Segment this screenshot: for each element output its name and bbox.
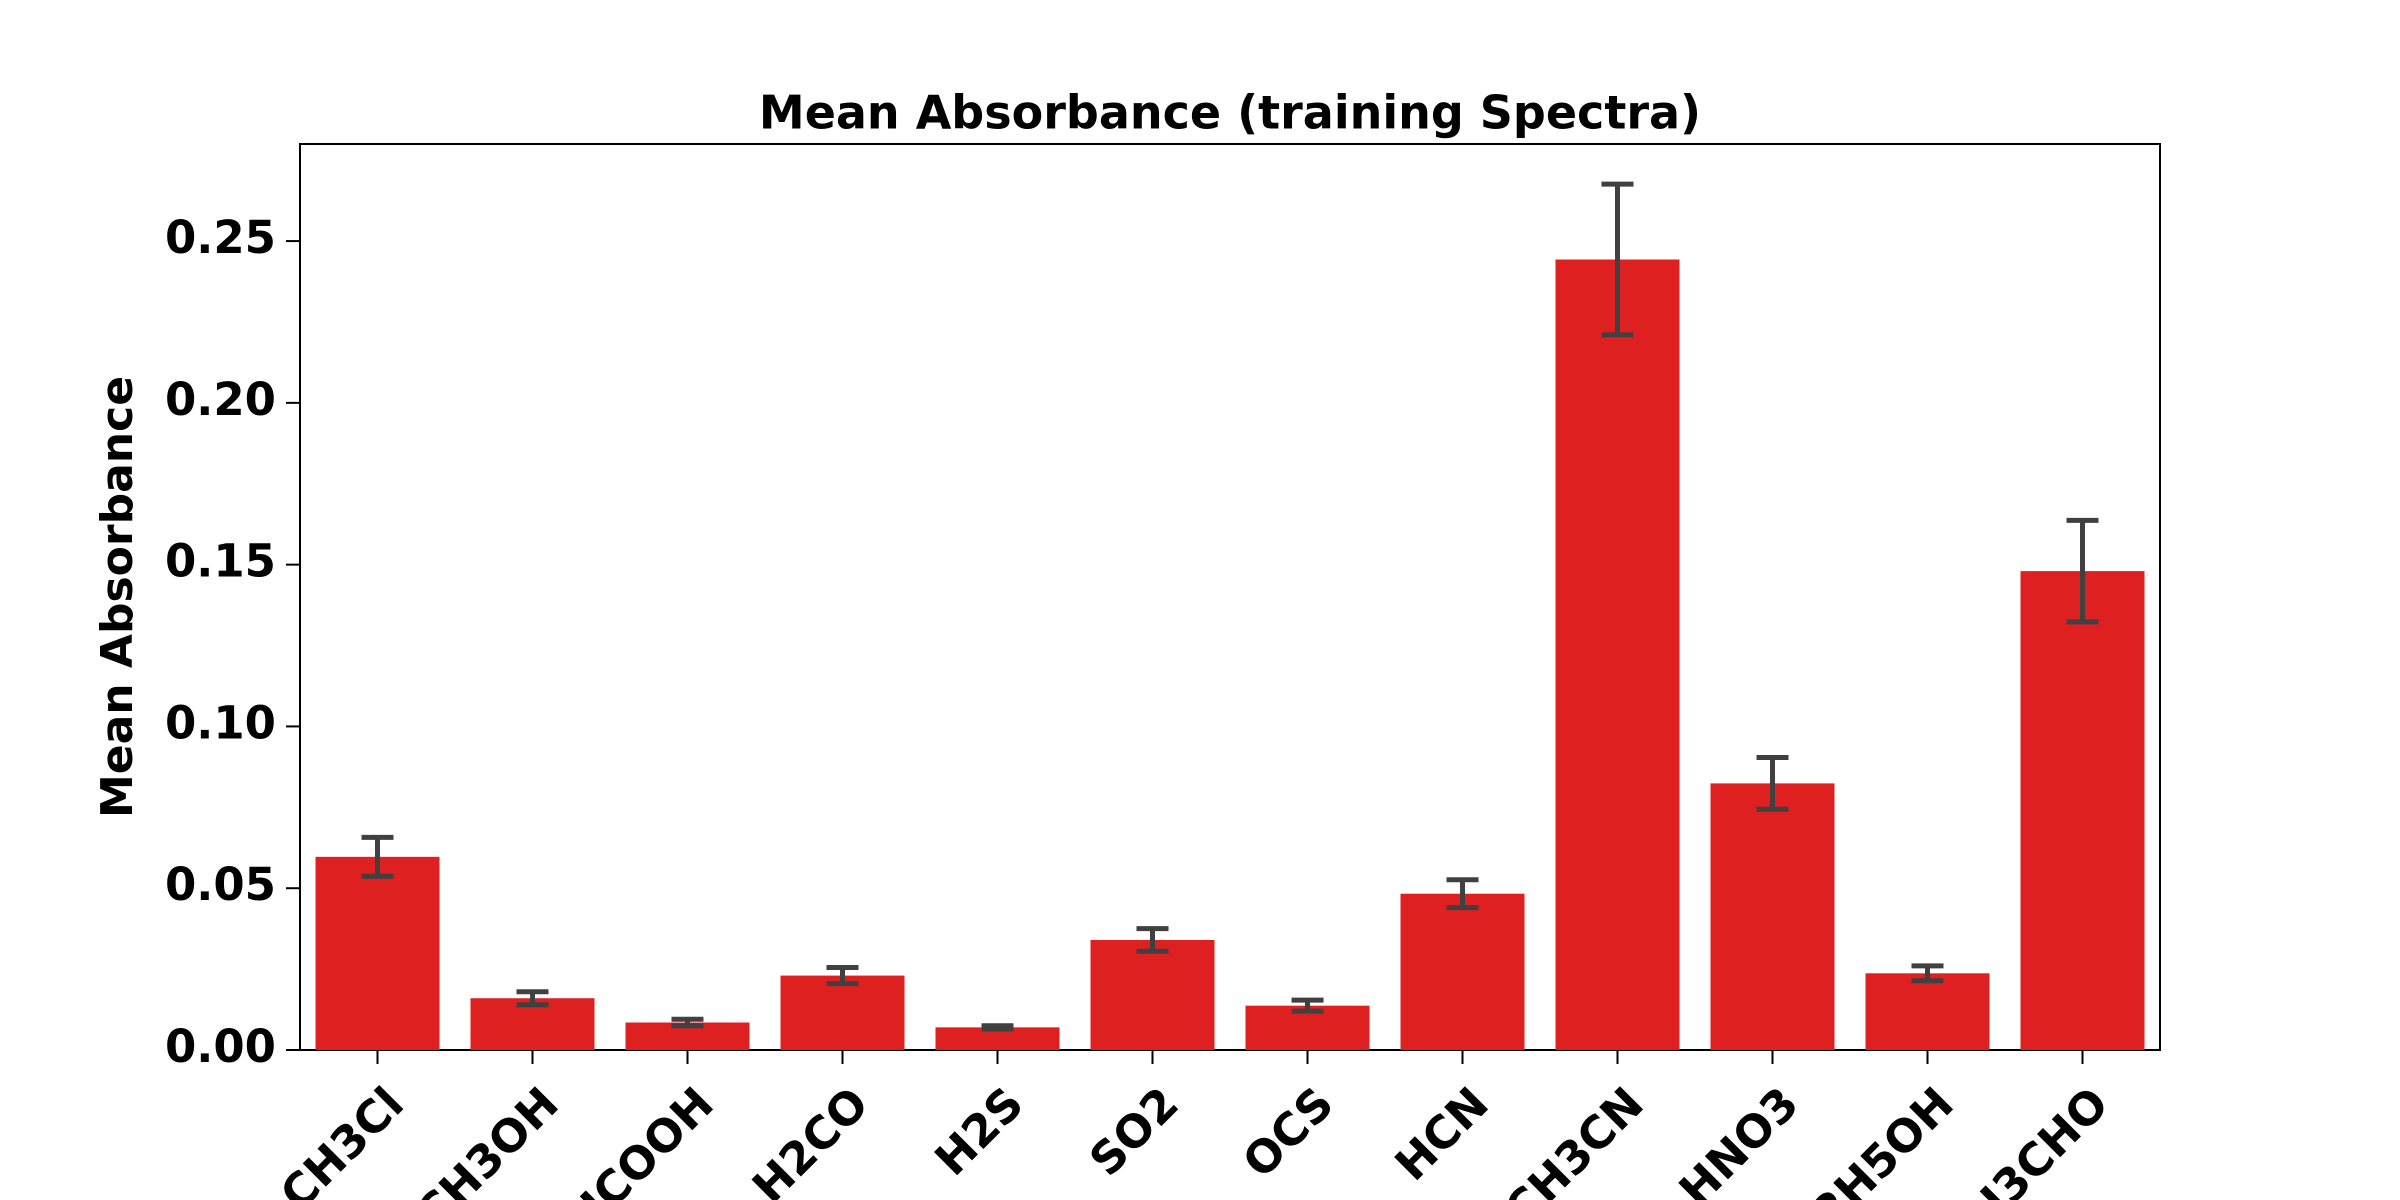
chart-title: Mean Absorbance (training Spectra): [759, 86, 1701, 140]
error-bar: [2066, 517, 2099, 625]
x-tick-label: CH3Cl: [270, 1077, 414, 1200]
bar: [1090, 939, 1215, 1050]
y-axis-label: Mean Absorbance: [92, 376, 143, 818]
error-bar: [1446, 877, 1479, 911]
error-bar: [1291, 997, 1324, 1014]
error-bar: [826, 964, 859, 987]
x-tick-label: H2S: [925, 1077, 1034, 1186]
bar: [1400, 893, 1525, 1050]
y-tick-label: 0.00: [165, 1020, 276, 1073]
x-tick-label: HNO3: [1669, 1077, 1809, 1200]
x-tick-label: CH3CHO: [1932, 1077, 2119, 1200]
x-tick-label: H2CO: [742, 1077, 879, 1200]
bar: [1865, 973, 1990, 1050]
y-tick-label: 0.20: [165, 373, 276, 426]
error-bar: [1911, 963, 1944, 984]
x-tick-label: HCN: [1385, 1077, 1499, 1191]
y-tick-label: 0.05: [165, 858, 276, 911]
y-tick-label: 0.10: [165, 696, 276, 749]
bar: [1710, 783, 1835, 1050]
x-tick-label: OCS: [1232, 1077, 1343, 1188]
error-bar: [1136, 926, 1169, 954]
bar: [2020, 571, 2145, 1050]
bar: [935, 1027, 1060, 1050]
plot-frame: [299, 143, 2161, 1051]
error-bar: [516, 989, 549, 1008]
error-bar: [1756, 754, 1789, 812]
error-bar: [361, 834, 394, 879]
y-tick-label: 0.25: [165, 211, 276, 264]
x-tick-label: CH3CN: [1494, 1077, 1654, 1200]
x-tick-label: C2H5OH: [1778, 1077, 1963, 1200]
error-bar: [981, 1023, 1014, 1032]
y-tick-label: 0.15: [165, 535, 276, 588]
x-tick-label: HCOOH: [556, 1077, 724, 1200]
error-bar: [1601, 181, 1634, 338]
bar: [780, 975, 905, 1050]
bar: [315, 856, 440, 1050]
bar: [1555, 259, 1680, 1050]
x-tick-label: CH3OH: [405, 1077, 568, 1200]
x-tick-label: SO2: [1079, 1077, 1189, 1187]
error-bar: [671, 1016, 704, 1029]
